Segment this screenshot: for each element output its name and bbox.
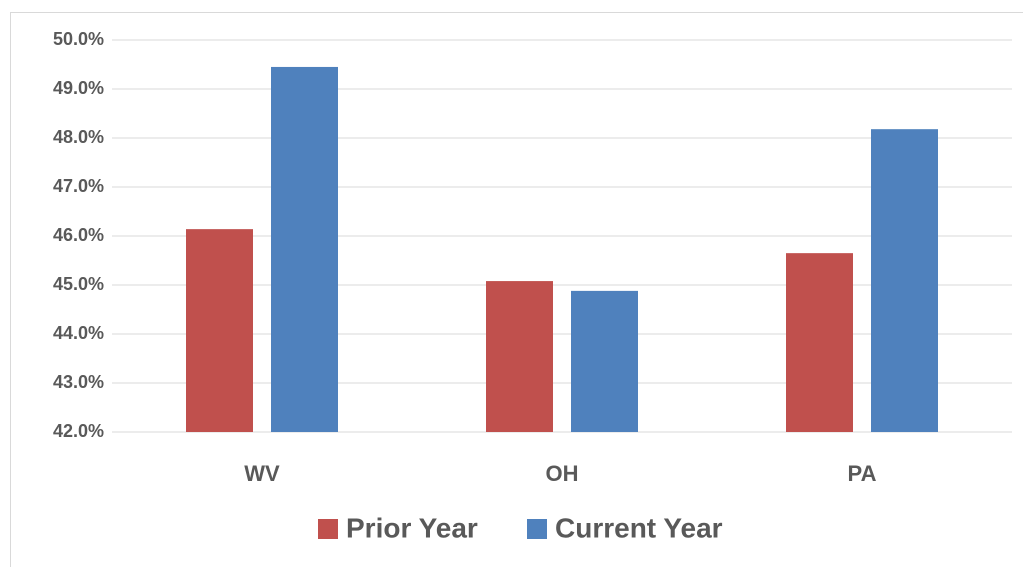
y-tick-label: 46.0% (53, 225, 104, 245)
bar (186, 229, 253, 432)
bar (486, 281, 553, 432)
chart-border (10, 12, 1023, 567)
x-tick-label: WV (244, 461, 280, 486)
x-tick-label: OH (546, 461, 579, 486)
y-tick-label: 49.0% (53, 78, 104, 98)
y-tick-label: 47.0% (53, 176, 104, 196)
y-tick-label: 48.0% (53, 127, 104, 147)
bar (271, 66, 338, 432)
legend-label: Prior Year (346, 512, 478, 543)
y-tick-label: 42.0% (53, 421, 104, 441)
legend-swatch (318, 519, 338, 539)
bar (786, 253, 853, 432)
x-tick-label: PA (848, 461, 877, 486)
y-tick-label: 45.0% (53, 274, 104, 294)
y-tick-label: 44.0% (53, 323, 104, 343)
bar (871, 129, 938, 432)
y-tick-label: 43.0% (53, 372, 104, 392)
legend-swatch (527, 519, 547, 539)
y-tick-label: 50.0% (53, 29, 104, 49)
bar (571, 290, 638, 432)
legend-label: Current Year (555, 512, 723, 543)
